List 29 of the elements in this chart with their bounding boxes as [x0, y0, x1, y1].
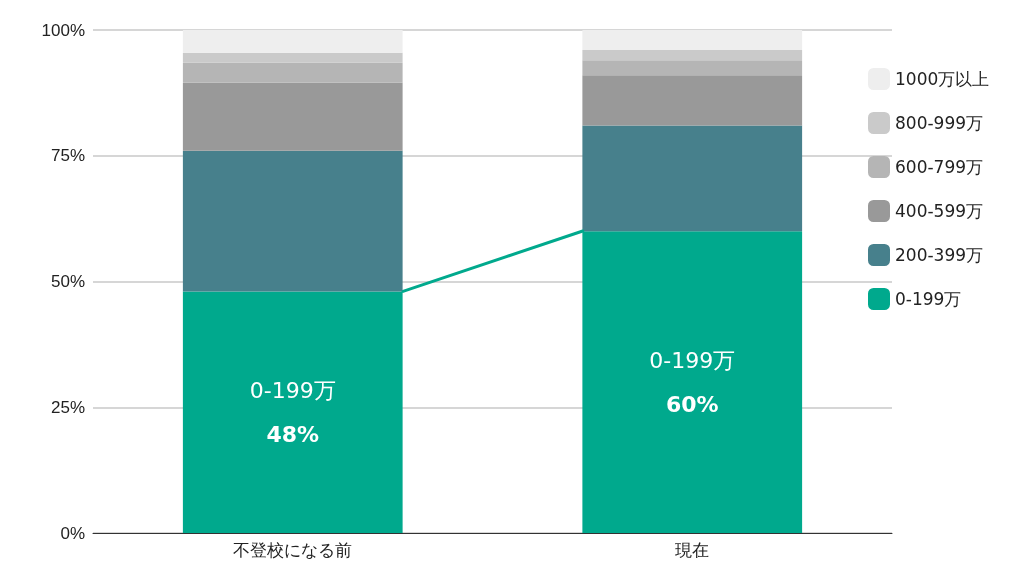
bar — [182, 291, 403, 533]
x-tick-label: 不登校になる前 — [233, 539, 353, 560]
y-tick-label: 100% — [41, 20, 85, 40]
legend-label: 800-999万 — [895, 113, 984, 133]
bar — [582, 125, 803, 232]
x-tick-label: 現在 — [675, 539, 710, 560]
legend-label: 200-399万 — [895, 245, 984, 265]
data-label: 60% — [665, 391, 719, 417]
bar — [182, 150, 403, 292]
y-tick-label: 0% — [60, 523, 85, 543]
bar — [582, 231, 803, 533]
legend-label: 400-599万 — [895, 201, 984, 221]
bar — [582, 30, 803, 51]
bar — [182, 82, 403, 151]
y-tick-label: 75% — [50, 146, 85, 166]
bar — [182, 52, 403, 63]
data-label: 48% — [266, 421, 320, 447]
bar — [582, 50, 803, 61]
legend-label: 1000万以上 — [895, 69, 990, 89]
legend-label: 600-799万 — [895, 157, 984, 177]
y-tick-label: 25% — [50, 397, 85, 417]
legend-label: 0-199万 — [895, 289, 962, 309]
bar — [182, 30, 403, 53]
y-tick-label: 50% — [50, 272, 85, 291]
bar — [582, 60, 803, 76]
text: 0-199万 — [249, 377, 336, 403]
bar — [182, 62, 403, 83]
text: 0-199万 — [649, 347, 736, 373]
bar — [582, 75, 803, 126]
